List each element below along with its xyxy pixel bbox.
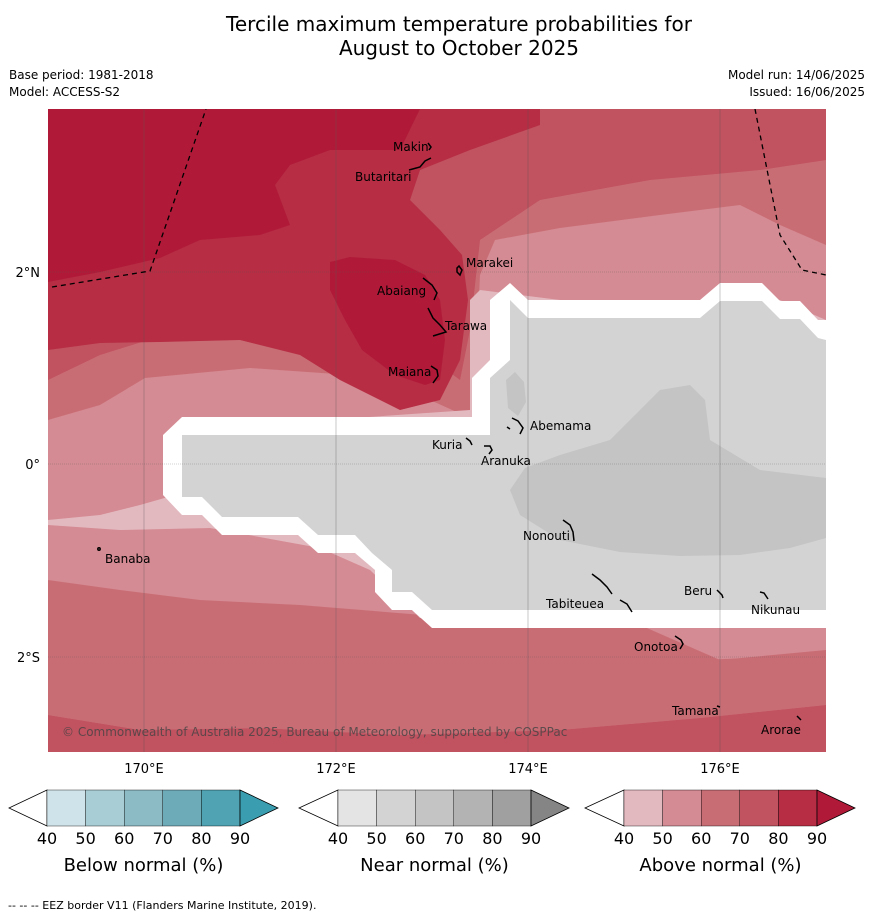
zone-near-60-70-small [506,372,526,416]
lon-label-172e: 172°E [316,762,356,777]
colorbar-tick-label: 90 [521,829,541,848]
zone-above-70-80-south [48,705,826,752]
colorbar-title: Near normal (%) [360,855,509,876]
colorbar-tick-label: 50 [652,829,672,848]
colorbar-segment [584,789,625,827]
place-label: Abemama [530,419,591,433]
map-title-line-2: August to October 2025 [338,36,580,60]
place-label: Makin [393,140,429,154]
lat-label-0: 0° [25,458,40,473]
colorbar: 40 50 60 70 80 90 Below normal (%) [8,789,279,876]
place-label: Kuria [432,438,463,452]
colorbar-tick-label: 70 [153,829,173,848]
colorbar-tick-label: 60 [114,829,134,848]
colorbar-tick-label: 80 [482,829,502,848]
colorbar-segment [415,789,455,827]
model-name: Model: ACCESS-S2 [9,85,121,99]
colorbar-tick-label: 50 [366,829,386,848]
zone-above-90-tarawa [330,257,445,385]
place-labels: Makin Butaritari Marakei Abaiang Tarawa … [105,140,801,737]
probability-field: Makin Butaritari Marakei Abaiang Tarawa … [48,109,826,752]
colorbar-title: Above normal (%) [639,855,801,876]
issued-date: Issued: 16/06/2025 [749,85,865,99]
colorbar-segment [530,789,570,827]
place-label: Nonouti [523,529,570,543]
lon-label-174e: 174°E [508,762,548,777]
lon-label-176e: 176°E [700,762,740,777]
colorbar: 40 50 60 70 80 90 Near normal (%) [298,789,570,876]
colorbar-segment [46,789,86,827]
copyright-notice: © Commonwealth of Australia 2025, Bureau… [62,725,567,739]
meta-right: Model run: 14/06/2025 Issued: 16/06/2025 [728,67,865,101]
place-label: Banaba [105,552,151,566]
latitude-labels: 2°N 0° 2°S [16,266,41,666]
colorbar-tick-label: 40 [328,829,348,848]
place-label: Arorae [761,723,801,737]
colorbar-segment [337,789,377,827]
colorbar-tick-label: 90 [230,829,250,848]
atolls [97,142,802,721]
colorbar-segment [85,789,125,827]
colorbar-segment [816,789,856,827]
base-period: Base period: 1981-2018 [9,68,154,82]
colorbar-segment [701,789,741,827]
place-label: Onotoa [634,640,678,654]
colorbar-tick-label: 70 [730,829,750,848]
place-label: Tamana [671,704,719,718]
colorbar-tick-label: 80 [768,829,788,848]
zone-near-60-70 [510,385,826,556]
place-label: Abaiang [377,284,426,298]
colorbar-segment [778,789,818,827]
colorbar-tick-label: 80 [191,829,211,848]
colorbar-tick-label: 50 [75,829,95,848]
colorbar-tick-label: 40 [37,829,57,848]
colorbar-segment [8,789,48,827]
colorbar-segment [492,789,532,827]
colorbar-segment [201,789,241,827]
lat-label-2s: 2°S [17,651,40,666]
meta-left: Base period: 1981-2018 Model: ACCESS-S2 [9,67,154,101]
place-label: Aranuka [481,454,531,468]
place-label: Beru [684,584,712,598]
colorbar-segment [623,789,663,827]
map-title: Tercile maximum temperature probabilitie… [0,12,873,60]
place-label: Maiana [388,365,431,379]
longitude-labels: 170°E 172°E 174°E 176°E [124,762,740,777]
eez-border [51,109,826,288]
colorbar: 40 50 60 70 80 90 Above normal (%) [584,789,856,876]
colorbar-segment [453,789,493,827]
colorbar-tick-label: 60 [405,829,425,848]
colorbar-segment [376,789,416,827]
place-label: Butaritari [355,170,412,184]
colorbar-tick-label: 70 [444,829,464,848]
zone-above-60-70-south [48,622,826,735]
graticule [48,109,826,752]
place-label: Marakei [466,256,513,270]
colorbar-tick-label: 90 [807,829,827,848]
colorbar-segment [162,789,202,827]
colorbar-segment [739,789,779,827]
colorbar-segment [662,789,702,827]
colorbar-segment [123,789,163,827]
place-label: Tabiteuea [545,597,604,611]
zone-above-90 [48,109,420,282]
model-run-date: Model run: 14/06/2025 [727,68,865,82]
place-label: Tarawa [444,319,487,333]
colorbar-tick-label: 60 [691,829,711,848]
colorbar-tick-label: 40 [614,829,634,848]
map-title-line-1: Tercile maximum temperature probabilitie… [226,12,692,36]
colorbar-legends: 40 50 60 70 80 90 Below normal (%) 40 50 60 70 80 90… [8,789,856,876]
eez-footnote: -- -- -- EEZ border V11 (Flanders Marine… [8,899,317,912]
colorbar-title: Below normal (%) [64,855,224,876]
colorbar-segment [298,789,339,827]
place-label: Nikunau [751,603,800,617]
colorbar-segment [239,789,279,827]
lat-label-2n: 2°N [16,266,41,281]
lon-label-170e: 170°E [124,762,164,777]
